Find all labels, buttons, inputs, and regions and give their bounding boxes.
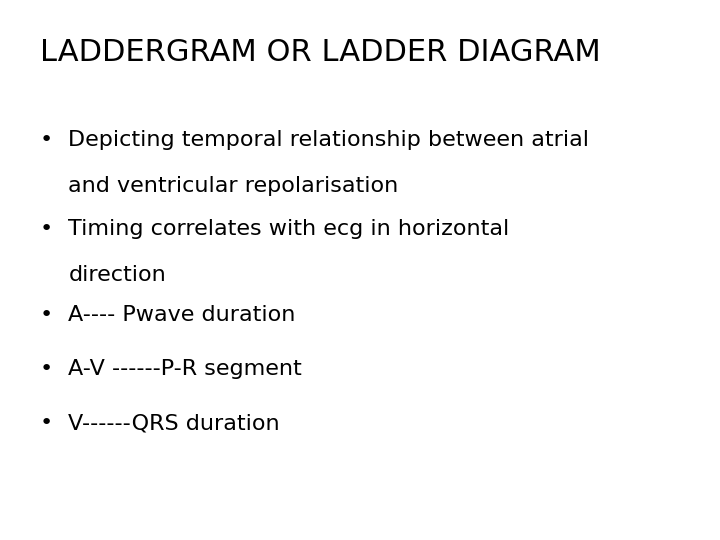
Text: V------QRS duration: V------QRS duration: [68, 413, 280, 433]
Text: Timing correlates with ecg in horizontal: Timing correlates with ecg in horizontal: [68, 219, 510, 239]
Text: •: •: [40, 359, 53, 379]
Text: •: •: [40, 305, 53, 325]
Text: •: •: [40, 130, 53, 150]
Text: A-V ------P-R segment: A-V ------P-R segment: [68, 359, 302, 379]
Text: •: •: [40, 219, 53, 239]
Text: and ventricular repolarisation: and ventricular repolarisation: [68, 176, 399, 195]
Text: direction: direction: [68, 265, 166, 285]
Text: Depicting temporal relationship between atrial: Depicting temporal relationship between …: [68, 130, 590, 150]
Text: A---- Pwave duration: A---- Pwave duration: [68, 305, 296, 325]
Text: •: •: [40, 413, 53, 433]
Text: LADDERGRAM OR LADDER DIAGRAM: LADDERGRAM OR LADDER DIAGRAM: [40, 38, 600, 67]
